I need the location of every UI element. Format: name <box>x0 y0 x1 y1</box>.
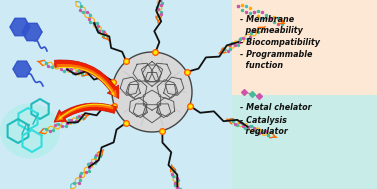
Text: - Catalysis: - Catalysis <box>240 116 287 125</box>
FancyArrowPatch shape <box>57 64 117 98</box>
FancyArrowPatch shape <box>54 103 116 122</box>
Text: permeability: permeability <box>240 26 303 35</box>
Text: - Membrane: - Membrane <box>240 15 294 24</box>
FancyArrowPatch shape <box>59 67 115 97</box>
FancyArrowPatch shape <box>54 60 119 98</box>
Text: function: function <box>240 61 283 70</box>
Polygon shape <box>22 23 42 41</box>
Ellipse shape <box>0 104 60 159</box>
FancyBboxPatch shape <box>232 0 377 95</box>
Polygon shape <box>13 61 31 77</box>
FancyArrowPatch shape <box>56 104 114 121</box>
FancyBboxPatch shape <box>232 95 377 189</box>
Text: - Programmable: - Programmable <box>240 50 313 59</box>
Text: - Metal chelator: - Metal chelator <box>240 103 312 112</box>
Circle shape <box>112 52 192 132</box>
FancyBboxPatch shape <box>0 0 232 189</box>
Text: regulator: regulator <box>240 127 288 136</box>
Polygon shape <box>10 18 30 36</box>
Text: - Biocompatibility: - Biocompatibility <box>240 38 320 47</box>
FancyArrowPatch shape <box>58 104 112 120</box>
